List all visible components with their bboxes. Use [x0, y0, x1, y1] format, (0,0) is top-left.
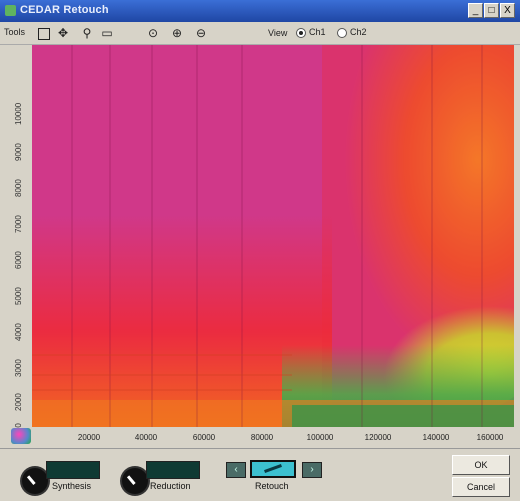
- synthesis-display: [46, 461, 100, 479]
- maximize-button[interactable]: □: [484, 3, 499, 18]
- magnify-icon[interactable]: ⚲: [82, 26, 92, 40]
- x-tick: 40000: [134, 433, 158, 442]
- synthesis-knob[interactable]: [22, 468, 48, 494]
- y-tick: 9000: [14, 143, 23, 161]
- select-rect-icon[interactable]: [38, 28, 50, 40]
- minimize-button[interactable]: _: [468, 3, 483, 18]
- move-icon[interactable]: ✥: [57, 26, 69, 40]
- retouch-next-button[interactable]: ›: [302, 462, 322, 478]
- zoom-out-icon[interactable]: ⊖: [195, 26, 207, 40]
- x-tick: 120000: [364, 433, 392, 442]
- title-bar[interactable]: CEDAR Retouch _ □ X: [0, 0, 520, 22]
- x-tick: 160000: [476, 433, 504, 442]
- ok-button[interactable]: OK: [452, 455, 510, 475]
- channel-2-label: Ch2: [350, 27, 367, 37]
- zoom-in-icon[interactable]: ⊕: [171, 26, 183, 40]
- close-button[interactable]: X: [500, 3, 515, 18]
- x-tick: 140000: [422, 433, 450, 442]
- reduction-knob[interactable]: [122, 468, 148, 494]
- channel-1-radio[interactable]: [296, 28, 306, 38]
- spectrogram-display[interactable]: [32, 45, 514, 427]
- cancel-button[interactable]: Cancel: [452, 477, 510, 497]
- view-label: View: [268, 28, 288, 38]
- synthesis-label: Synthesis: [52, 481, 92, 491]
- reduction-display: [146, 461, 200, 479]
- zoom-region-icon[interactable]: ⊙: [147, 26, 159, 40]
- y-tick: 5000: [14, 287, 23, 305]
- retouch-prev-button[interactable]: ‹: [226, 462, 246, 478]
- window-title: CEDAR Retouch: [20, 4, 109, 16]
- retouch-label: Retouch: [255, 481, 289, 491]
- frequency-axis: 10000 9000 8000 7000 6000 5000 4000 3000…: [10, 45, 32, 441]
- y-tick: 4000: [14, 323, 23, 341]
- y-tick: 8000: [14, 179, 23, 197]
- app-icon: [5, 5, 16, 16]
- channel-1-label: Ch1: [309, 27, 326, 37]
- reduction-label: Reduction: [150, 481, 191, 491]
- retouch-button[interactable]: [250, 460, 296, 478]
- y-tick: 7000: [14, 215, 23, 233]
- x-tick: 100000: [306, 433, 334, 442]
- x-tick: 20000: [77, 433, 101, 442]
- channel-2-radio[interactable]: [337, 28, 347, 38]
- spectrogram-corner-icon[interactable]: [11, 428, 31, 444]
- spectrogram-image: [32, 45, 514, 427]
- time-axis: 20000 40000 60000 80000 100000 120000 14…: [32, 428, 514, 444]
- y-tick: 3000: [14, 359, 23, 377]
- x-tick: 80000: [250, 433, 274, 442]
- y-tick: 10000: [14, 102, 23, 125]
- y-tick: 6000: [14, 251, 23, 269]
- toolbar: Tools ✥ ⚲ ▭ ⊙ ⊕ ⊖ View Ch1 Ch2: [0, 22, 520, 45]
- y-tick: 2000: [14, 393, 23, 411]
- tools-label: Tools: [4, 27, 26, 37]
- x-tick: 60000: [192, 433, 216, 442]
- frame-icon[interactable]: ▭: [101, 26, 113, 40]
